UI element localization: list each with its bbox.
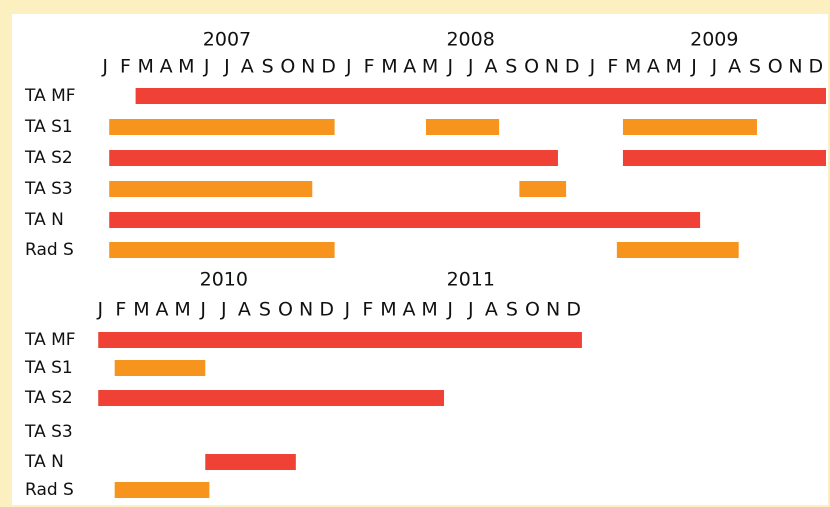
month-label: F — [607, 56, 618, 78]
month-label: F — [362, 299, 373, 321]
month-label: J — [343, 299, 350, 321]
month-label: A — [647, 56, 660, 78]
panel-background — [12, 14, 828, 505]
month-label: A — [156, 299, 169, 321]
month-label: J — [447, 56, 454, 78]
month-label: M — [421, 299, 437, 321]
bar — [622, 150, 826, 166]
month-label: A — [403, 56, 416, 78]
month-label: M — [174, 299, 190, 321]
year-label: 2010 — [200, 269, 248, 291]
bar — [109, 181, 313, 197]
month-label: S — [506, 299, 518, 321]
month-label: D — [319, 299, 334, 321]
row-label: TA S3 — [24, 179, 73, 199]
month-label: M — [381, 56, 397, 78]
row-label: TA S3 — [24, 422, 73, 442]
month-label: A — [238, 299, 251, 321]
bar — [622, 119, 757, 135]
bar — [109, 150, 558, 166]
month-label: M — [380, 299, 396, 321]
month-label: J — [223, 56, 230, 78]
month-label: M — [666, 56, 682, 78]
bar — [425, 119, 500, 135]
row-label: TA S1 — [24, 358, 73, 378]
month-label: J — [589, 56, 596, 78]
month-label: J — [96, 299, 103, 321]
year-label: 2007 — [203, 29, 251, 51]
row-label: TA S1 — [24, 117, 73, 137]
month-label: J — [345, 56, 352, 78]
month-label: A — [484, 56, 497, 78]
row-label: TA N — [24, 452, 64, 472]
month-label: F — [115, 299, 126, 321]
month-label: S — [749, 56, 761, 78]
row-label: Rad S — [25, 240, 74, 260]
month-label: F — [120, 56, 131, 78]
month-label: A — [485, 299, 498, 321]
month-label: N — [788, 56, 802, 78]
month-label: J — [467, 56, 474, 78]
month-label: A — [160, 56, 173, 78]
month-label: J — [203, 56, 210, 78]
month-label: D — [809, 56, 824, 78]
bar — [519, 181, 567, 197]
month-label: J — [690, 56, 697, 78]
month-label: O — [524, 56, 539, 78]
month-label: M — [625, 56, 641, 78]
month-label: N — [299, 299, 313, 321]
month-label: O — [525, 299, 540, 321]
month-label: J — [711, 56, 718, 78]
bar — [109, 242, 335, 258]
year-label: 2011 — [447, 269, 495, 291]
month-label: A — [728, 56, 741, 78]
bar — [98, 390, 445, 406]
month-label: M — [422, 56, 438, 78]
month-label: D — [565, 56, 580, 78]
month-label: O — [280, 56, 295, 78]
month-label: N — [301, 56, 315, 78]
year-label: 2008 — [446, 29, 494, 51]
bar — [109, 212, 701, 228]
bar — [135, 88, 827, 104]
month-label: F — [364, 56, 375, 78]
row-label: Rad S — [25, 480, 74, 500]
bar — [114, 482, 210, 498]
month-label: J — [101, 56, 108, 78]
month-label: D — [321, 56, 336, 78]
month-label: S — [259, 299, 271, 321]
row-label: TA MF — [24, 86, 76, 106]
month-label: J — [446, 299, 453, 321]
month-label: A — [241, 56, 254, 78]
month-label: O — [278, 299, 293, 321]
bar — [616, 242, 739, 258]
row-label: TA S2 — [24, 388, 73, 408]
month-label: M — [178, 56, 194, 78]
month-label: J — [220, 299, 227, 321]
month-label: M — [133, 299, 149, 321]
year-label: 2009 — [690, 29, 738, 51]
month-label: A — [403, 299, 416, 321]
month-label: N — [545, 56, 559, 78]
month-label: J — [467, 299, 474, 321]
month-label: J — [199, 299, 206, 321]
row-label: TA MF — [24, 330, 76, 350]
bar — [98, 332, 582, 348]
row-label: TA S2 — [24, 148, 73, 168]
bar — [205, 454, 296, 470]
month-label: S — [505, 56, 517, 78]
month-label: O — [768, 56, 783, 78]
month-label: S — [262, 56, 274, 78]
bar — [114, 360, 206, 376]
month-label: N — [546, 299, 560, 321]
month-label: M — [138, 56, 154, 78]
bar — [109, 119, 335, 135]
row-label: TA N — [24, 210, 64, 230]
month-label: D — [566, 299, 581, 321]
